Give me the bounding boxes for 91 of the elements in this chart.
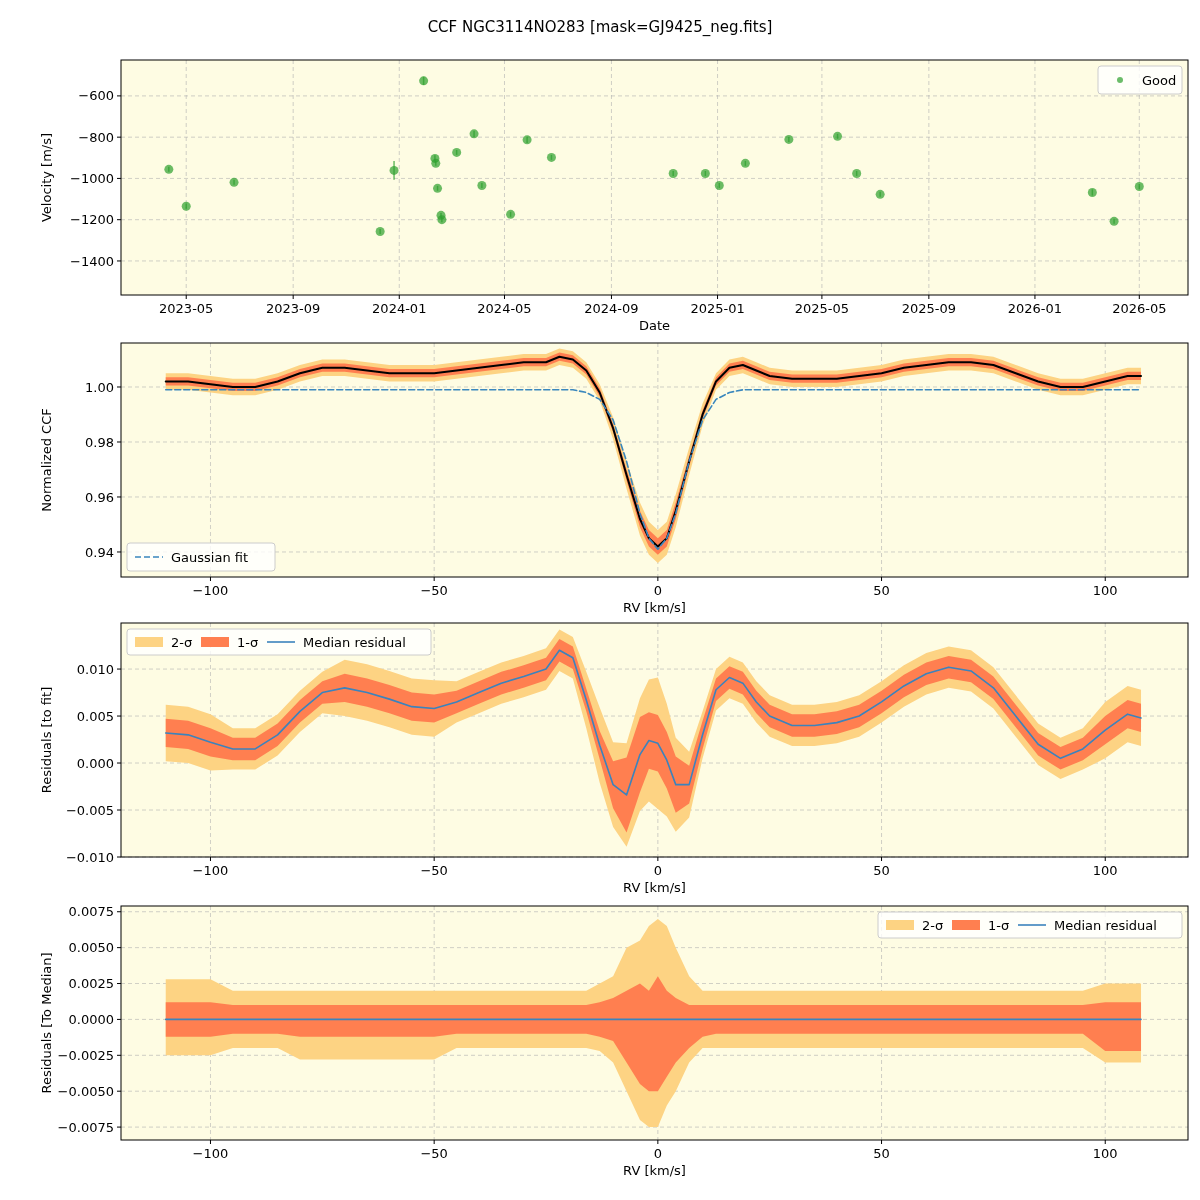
x-tick-label: 2025-01 [690, 301, 745, 316]
x-tick-label: 100 [1092, 863, 1118, 878]
y-tick-label: −0.0025 [57, 1047, 114, 1063]
x-tick-label: 2024-05 [477, 301, 532, 316]
point [546, 152, 556, 162]
y-tick-label: 0.005 [76, 708, 114, 724]
y-tick-label: 0.96 [85, 489, 114, 505]
y-tick-label: −0.010 [65, 849, 114, 865]
point [852, 168, 862, 178]
point [164, 164, 174, 174]
x-tick-label: 0 [653, 583, 662, 598]
y-tick-label: −0.0050 [57, 1083, 114, 1099]
chart-title: CCF NGC3114NO283 [mask=GJ9425_neg.fits] [427, 18, 773, 37]
y-tick-label: 0.0050 [68, 940, 114, 956]
x-tick-label: 2023-09 [266, 301, 321, 316]
point [181, 201, 191, 211]
point [375, 226, 385, 236]
point [784, 134, 794, 144]
legend-label: Median residual [303, 634, 406, 650]
point [740, 158, 750, 168]
y-tick-label: 1.00 [85, 379, 114, 395]
point [714, 180, 724, 190]
x-tick-label: −100 [192, 863, 229, 878]
point [431, 158, 441, 168]
legend-label: 1-σ [988, 917, 1010, 933]
y-axis-title: Residuals [to fit] [39, 686, 54, 794]
x-axis-title: RV [km/s] [623, 1163, 686, 1178]
x-axis-title: Date [638, 318, 671, 333]
point [700, 168, 710, 178]
y-axis-title: Normalized CCF [39, 408, 54, 512]
y-tick-label: 0.000 [76, 755, 114, 771]
y-axis-title: Residuals [To Median] [39, 952, 54, 1094]
x-axis-title: RV [km/s] [623, 880, 686, 895]
x-tick-label: 100 [1092, 1146, 1118, 1161]
y-tick-label: −1200 [70, 212, 114, 228]
x-tick-label: 2026-01 [1007, 301, 1063, 316]
point [452, 147, 462, 157]
x-tick-label: 2025-09 [901, 301, 957, 316]
x-tick-label: 0 [653, 1146, 662, 1161]
x-tick-label: −50 [420, 1146, 448, 1161]
y-tick-label: −1000 [70, 170, 114, 186]
y-tick-label: 0.0075 [68, 904, 114, 920]
x-tick-label: 100 [1092, 583, 1118, 598]
point [433, 183, 443, 193]
x-tick-label: 50 [873, 863, 890, 878]
line-series [164, 649, 1142, 796]
point [506, 209, 516, 219]
point [833, 131, 843, 141]
legend-label: 2-σ [171, 634, 193, 650]
point [668, 168, 678, 178]
point [1087, 187, 1097, 197]
point [437, 215, 447, 225]
x-tick-label: 2026-05 [1112, 301, 1167, 316]
legend-label: Median residual [1054, 917, 1157, 933]
y-tick-label: −0.0075 [57, 1119, 114, 1135]
y-tick-label: 0.94 [85, 544, 114, 560]
y-tick-label: 0.010 [76, 661, 114, 677]
x-tick-label: −100 [192, 583, 229, 598]
y-tick-label: 0.0025 [68, 976, 114, 992]
x-tick-label: 50 [873, 1146, 890, 1161]
point [875, 189, 885, 199]
x-axis-title: RV [km/s] [623, 600, 686, 615]
y-tick-label: −600 [78, 88, 114, 104]
x-tick-label: 2025-05 [794, 301, 850, 316]
point [522, 135, 532, 145]
y-tick-label: 0.98 [85, 434, 114, 450]
x-tick-label: 2024-09 [584, 301, 639, 316]
x-tick-label: 2024-01 [372, 301, 427, 316]
y-tick-label: 0.0000 [68, 1011, 114, 1027]
point [389, 165, 399, 175]
point [477, 180, 487, 190]
legend-label: 1-σ [237, 634, 259, 650]
point [1134, 181, 1144, 191]
y-tick-label: −0.005 [65, 802, 114, 818]
x-tick-label: 50 [873, 583, 890, 598]
line-series [164, 388, 1142, 551]
y-axis-title: Velocity [m/s] [39, 132, 54, 223]
x-tick-label: −50 [420, 863, 448, 878]
point [229, 177, 239, 187]
legend-label: Gaussian fit [171, 549, 249, 565]
point [469, 129, 479, 139]
legend-label: Good [1142, 72, 1177, 88]
x-tick-label: 0 [653, 863, 662, 878]
y-tick-label: −1400 [70, 253, 114, 269]
legend-label: 2-σ [922, 917, 944, 933]
x-tick-label: 2023-05 [159, 301, 214, 316]
x-tick-label: −50 [420, 583, 448, 598]
y-tick-label: −800 [78, 129, 114, 145]
point [1109, 216, 1119, 226]
x-tick-label: −100 [192, 1146, 229, 1161]
point [419, 76, 429, 86]
